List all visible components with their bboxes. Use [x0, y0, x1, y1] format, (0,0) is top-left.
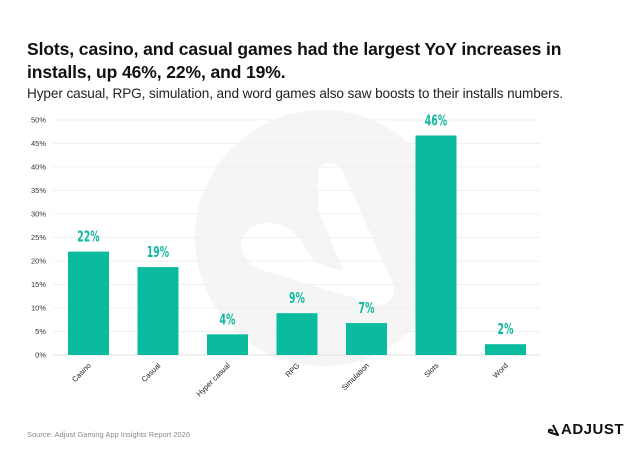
data-label: 2%: [498, 320, 514, 338]
y-tick-label: 0%: [35, 351, 46, 360]
x-tick-label: Hyper casual: [195, 361, 233, 399]
y-tick-label: 40%: [31, 163, 46, 172]
data-label: 4%: [220, 310, 236, 328]
y-tick-label: 25%: [31, 233, 46, 242]
adjust-logo-text: ADJUST: [561, 421, 625, 438]
y-tick-label: 35%: [31, 186, 46, 195]
data-label: 9%: [289, 289, 305, 307]
y-tick-label: 10%: [31, 304, 46, 313]
x-tick-label: Word: [491, 361, 510, 380]
x-tick-label: Slots: [422, 361, 440, 379]
chart-subtitle: Hyper casual, RPG, simulation, and word …: [27, 86, 563, 101]
y-tick-label: 50%: [31, 116, 46, 125]
adjust-logo-icon: [548, 424, 559, 436]
bar-casino: [68, 251, 109, 355]
data-label: 19%: [147, 243, 170, 261]
bar-word: [485, 344, 526, 355]
y-tick-label: 5%: [35, 327, 46, 336]
adjust-logo: ADJUST: [548, 421, 624, 438]
y-tick-label: 45%: [31, 139, 46, 148]
data-label: 7%: [359, 299, 375, 317]
x-tick-label: Casino: [70, 361, 93, 384]
y-tick-label: 15%: [31, 280, 46, 289]
bar-casual: [137, 267, 179, 355]
bar-slots: [415, 135, 457, 355]
bar-simulation: [346, 323, 387, 355]
chart-title: Slots, casino, and casual games had the …: [27, 39, 562, 82]
data-label: 22%: [77, 227, 100, 245]
y-axis: 0% 5% 10% 15% 20% 25% 30% 35% 40% 45% 50%: [31, 116, 46, 360]
y-tick-label: 20%: [31, 257, 46, 266]
bar-rpg: [276, 313, 318, 355]
gridlines: [53, 119, 540, 356]
data-labels: 22% 19% 4% 9% 7% 46% 2%: [77, 111, 514, 338]
y-tick-label: 30%: [31, 210, 46, 219]
bars: [68, 135, 526, 355]
bar-hyper-casual: [207, 334, 248, 355]
watermark-adjust-logo-icon: [240, 163, 394, 305]
x-tick-label: Simulation: [340, 361, 371, 392]
x-tick-label: Casual: [140, 361, 163, 384]
x-axis: Casino Casual Hyper casual RPG Simulation Slo…: [70, 361, 510, 399]
source-note: Source: Adjust Gaming App Insights Repor…: [27, 430, 191, 439]
data-label: 46%: [425, 111, 448, 129]
